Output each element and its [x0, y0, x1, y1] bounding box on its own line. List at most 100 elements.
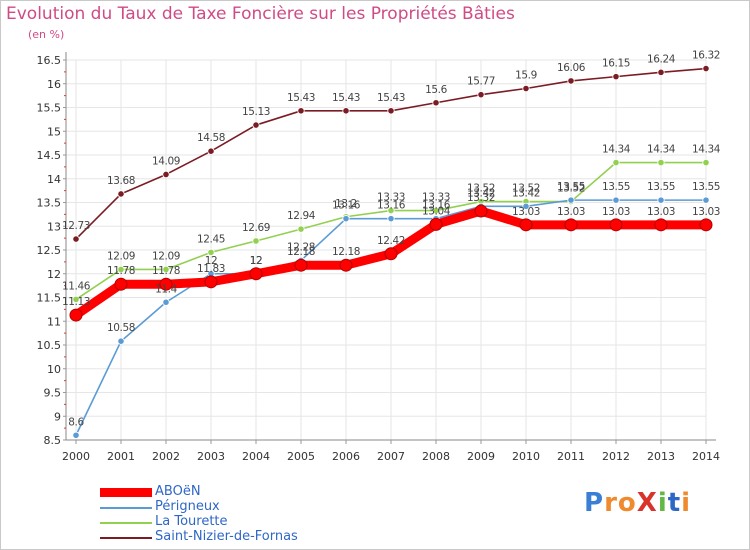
x-tick-label: 2007 [377, 450, 405, 463]
data-label: 11.4 [155, 283, 177, 295]
data-point [522, 84, 530, 93]
data-point [609, 218, 623, 232]
data-label: 16.24 [647, 53, 676, 65]
x-tick-label: 2003 [197, 450, 225, 463]
data-point [297, 225, 305, 233]
x-tick-label: 2010 [512, 450, 540, 463]
data-label: 16.15 [602, 58, 630, 70]
data-label: 12.18 [332, 246, 360, 258]
data-label: 15.6 [425, 84, 447, 96]
data-label: 12.73 [62, 220, 90, 232]
x-tick-label: 2004 [242, 450, 270, 463]
y-tick-label: 10.5 [37, 339, 62, 352]
x-tick-label: 2011 [557, 450, 585, 463]
y-tick-label: 12 [47, 268, 61, 281]
data-point [702, 196, 710, 204]
data-point [612, 196, 620, 204]
data-label: 13.52 [512, 183, 540, 195]
data-label: 15.9 [515, 70, 537, 82]
x-tick-label: 2013 [647, 450, 675, 463]
legend-swatch-aboen [100, 488, 152, 497]
x-tick-label: 2005 [287, 450, 315, 463]
data-point [564, 218, 578, 232]
data-point [297, 107, 305, 115]
data-label: 13.55 [692, 181, 720, 193]
data-point [474, 204, 488, 218]
data-label: 12.09 [152, 250, 180, 262]
data-label: 13.03 [647, 206, 675, 218]
data-label: 13.52 [467, 183, 495, 195]
legend-swatch-saint-nizier [100, 537, 152, 539]
data-point [657, 196, 665, 204]
logo-letter: o [617, 488, 637, 518]
y-tick-label: 8.5 [44, 434, 62, 447]
data-point [252, 237, 260, 245]
data-label: 13.03 [557, 206, 585, 218]
data-point [654, 218, 668, 232]
data-point [699, 218, 713, 232]
data-label: 14.58 [197, 132, 225, 144]
y-axis-unit-label: (en %) [28, 28, 65, 41]
data-point [117, 265, 125, 274]
data-label: 13.42 [512, 187, 540, 199]
data-point [567, 77, 575, 85]
y-tick-label: 16.5 [37, 54, 62, 67]
data-point [114, 277, 128, 291]
data-label: 13.2 [335, 198, 357, 210]
data-point [384, 247, 398, 261]
data-label: 13.55 [557, 181, 585, 193]
data-point [249, 267, 263, 281]
data-label: 13.55 [602, 181, 630, 193]
x-tick-label: 2014 [692, 450, 720, 463]
data-point [159, 277, 173, 291]
data-label: 11.78 [107, 265, 135, 277]
data-point [612, 159, 620, 167]
legend-label-perigneux: Périgneux [155, 499, 220, 514]
data-label: 13.03 [602, 206, 630, 218]
y-tick-label: 11 [47, 315, 61, 328]
data-label: 10.58 [107, 322, 135, 334]
data-label: 14.09 [152, 155, 180, 167]
data-point [519, 218, 533, 232]
y-axis-ticks: 8.5 9 9.5 10 10.5 11 11.5 12 12.5 13 13.5 14 14.5 15 1… [37, 54, 66, 447]
legend-label-aboen: ABOëN [155, 484, 201, 499]
data-label: 12 [250, 255, 263, 267]
data-label: 12.45 [197, 233, 225, 245]
data-point [429, 217, 443, 231]
data-point [294, 258, 308, 272]
x-tick-label: 2012 [602, 450, 630, 463]
legend-swatch-perigneux [100, 507, 152, 509]
data-label: 12.09 [107, 250, 135, 262]
data-label: 13.16 [332, 200, 361, 212]
logo-letter: t [667, 488, 682, 518]
y-tick-label: 15 [47, 125, 61, 138]
data-label: 11.13 [62, 296, 90, 308]
data-point [252, 121, 260, 129]
data-label: 13.16 [422, 200, 451, 212]
data-label: 15.43 [332, 92, 360, 104]
data-point [207, 147, 215, 155]
y-tick-label: 15.5 [37, 102, 62, 115]
data-label: 13.33 [422, 192, 450, 204]
data-point [567, 196, 575, 204]
data-label: 12.69 [242, 222, 270, 234]
x-tick-label: 2008 [422, 450, 450, 463]
data-point [162, 170, 170, 179]
data-label: 12.42 [377, 235, 405, 247]
data-label: 13.03 [512, 206, 540, 218]
legend-label-saint-nizier: Saint-Nizier-de-Fornas [155, 529, 298, 544]
data-point [522, 202, 530, 210]
data-point [342, 215, 350, 223]
data-label: 13.42 [467, 187, 495, 199]
x-axis-ticks: 2000 2001 2002 2003 2004 2005 2006 2007 2008 2009… [62, 440, 720, 463]
logo-letter: X [636, 488, 658, 518]
data-label: 13.68 [107, 175, 135, 187]
data-label: 14.34 [692, 144, 721, 156]
data-label: 13.55 [647, 181, 675, 193]
data-label: 13.04 [422, 205, 451, 217]
logo-letter: P [584, 488, 605, 518]
data-label: 12 [250, 255, 263, 267]
data-point [387, 206, 395, 215]
